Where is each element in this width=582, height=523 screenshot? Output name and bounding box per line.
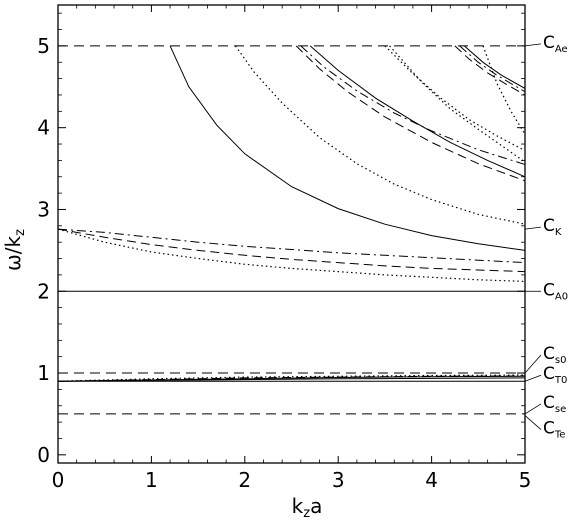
x-axis-label-subscript: z (303, 506, 310, 521)
reference-leader-ae (524, 43, 542, 47)
y-axis-label-subscript: z (13, 229, 28, 236)
reference-leader-s0 (524, 354, 542, 374)
reference-label-main: C (543, 419, 555, 439)
x-axis-label-main: k (292, 494, 304, 518)
reference-leader-k (524, 226, 542, 230)
x-tick-label: 0 (52, 468, 65, 492)
reference-label-se: Cse (543, 393, 566, 415)
reference-label-a0: CA0 (543, 280, 568, 302)
series-dashed-line-13 (57, 228, 526, 273)
reference-label-k: CK (543, 216, 562, 238)
y-tick-label: 5 (37, 34, 50, 58)
reference-line-group (58, 45, 525, 415)
series-dashed-line-3 (295, 45, 526, 182)
x-tick-group: 0 1 2 3 4 5 (52, 5, 532, 492)
series-dotted-line-14 (57, 228, 526, 282)
y-axis-label: ω/kz (1, 229, 28, 271)
y-tick-label: 4 (37, 116, 50, 140)
reference-label-subscript: s0 (555, 355, 567, 366)
series-dotted-line-17 (57, 374, 526, 382)
reference-label-main: C (543, 344, 555, 364)
reference-label-te: CTe (543, 419, 565, 441)
reference-label-main: C (543, 33, 555, 53)
x-axis-label: kza (292, 494, 323, 521)
x-tick-label: 4 (425, 468, 438, 492)
reference-leader-te (524, 415, 542, 430)
x-tick-label: 5 (519, 468, 532, 492)
x-tick-label: 3 (332, 468, 345, 492)
reference-label-subscript: A0 (555, 291, 568, 302)
plot-frame (57, 4, 526, 464)
x-axis-label-tail: a (310, 494, 322, 518)
y-tick-label: 2 (37, 279, 50, 303)
series-dotted-line-11 (482, 45, 526, 135)
reference-label-subscript: Te (554, 430, 566, 441)
reference-label-s0: Cs0 (543, 344, 566, 366)
curve-group (57, 45, 526, 382)
x-tick-label: 1 (145, 468, 158, 492)
y-tick-label: 1 (37, 361, 50, 385)
series-dashdot-line-4 (300, 45, 526, 165)
series-dashed-line-8 (454, 45, 526, 96)
reference-label-subscript: K (555, 227, 562, 238)
reference-label-t0: CT0 (543, 364, 567, 386)
y-tick-label: 3 (37, 197, 50, 221)
reference-label-main: C (543, 364, 555, 384)
y-tick-group: 0 1 2 3 4 5 (37, 12, 525, 467)
reference-label-main: C (543, 216, 555, 236)
reference-label-ae: CAe (543, 33, 568, 55)
x-tick-label: 2 (238, 468, 251, 492)
series-solid-line-5 (309, 45, 526, 178)
reference-label-main: C (543, 393, 555, 413)
reference-leader-se (524, 403, 542, 415)
y-tick-label: 0 (37, 443, 50, 467)
reference-label-subscript: Ae (555, 44, 568, 55)
series-solid-line-1 (169, 45, 526, 251)
reference-leader-t0 (524, 374, 542, 382)
reference-label-main: C (543, 280, 555, 300)
series-solid-line-10 (463, 45, 526, 89)
series-dotted-line-2 (235, 45, 526, 225)
y-axis-label-main: ω/k (1, 235, 25, 270)
series-dotted-line-6 (384, 45, 526, 152)
series-dashed-line-18 (57, 375, 526, 382)
reference-label-subscript: T0 (554, 375, 567, 386)
series-dashdot-line-12 (57, 228, 526, 264)
series-dotted-line-7 (389, 45, 526, 163)
reference-label-subscript: se (555, 404, 566, 415)
